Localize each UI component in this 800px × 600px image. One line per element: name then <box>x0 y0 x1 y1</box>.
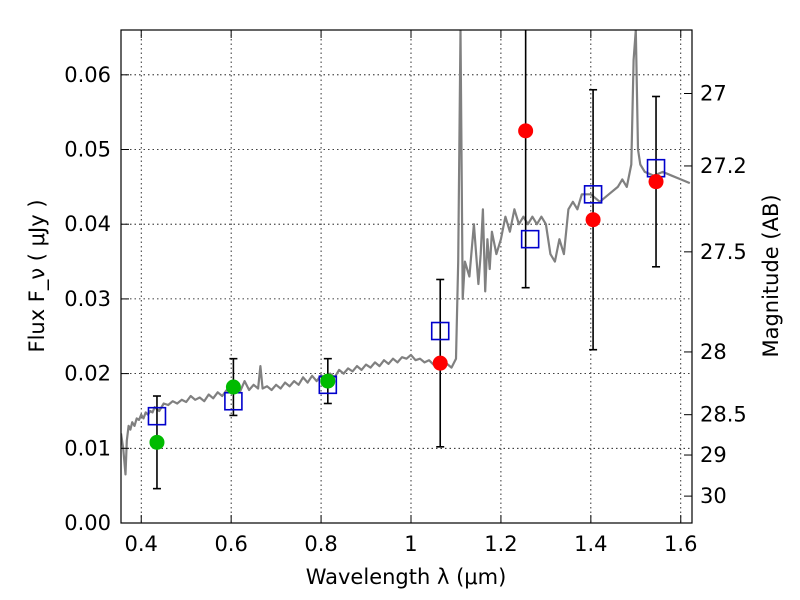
y-tick-label: 0.05 <box>64 138 111 162</box>
y-tick-label: 0.02 <box>64 362 111 386</box>
y-tick-label: 0.06 <box>64 63 111 87</box>
y-axis-label-right: Magnitude (AB) <box>759 194 783 357</box>
right-tick-label: 27 <box>700 81 727 105</box>
right-tick-label: 28 <box>700 340 727 364</box>
x-tick-label: 1.2 <box>484 532 517 556</box>
point-layer <box>147 123 666 450</box>
x-tick-label: 1.4 <box>574 532 607 556</box>
right-tick-label: 27.2 <box>700 154 747 178</box>
green-photometry-point <box>320 373 336 389</box>
y-tick-label: 0.03 <box>64 287 111 311</box>
model-photometry-square <box>147 406 167 426</box>
grid <box>121 30 692 524</box>
right-tick-label: 28.5 <box>700 403 747 427</box>
model-photometry-square <box>430 321 450 341</box>
x-tick-label: 0.6 <box>214 532 247 556</box>
right-tick-label: 30 <box>700 484 727 508</box>
spectrum-line <box>121 30 691 476</box>
x-tick-label: 0.8 <box>304 532 337 556</box>
plot-frame <box>120 29 693 524</box>
x-tick-label: 1.6 <box>664 532 697 556</box>
green-photometry-point <box>225 379 241 395</box>
spectrum-layer <box>121 30 691 476</box>
right-tick-label: 29 <box>700 443 727 467</box>
right-tick-label: 27.5 <box>700 240 747 264</box>
y-axis-label: Flux F_ν ( μJy ) <box>25 199 50 352</box>
y-tick-label: 0.01 <box>64 436 111 460</box>
x-tick-label: 1 <box>404 532 417 556</box>
red-photometry-point <box>585 212 601 228</box>
red-photometry-point <box>518 123 534 139</box>
y-axis-left: 0.00 0.01 0.02 0.03 0.04 0.05 0.06 <box>64 63 129 535</box>
red-photometry-point <box>432 355 448 371</box>
model-photometry-square <box>583 185 603 204</box>
x-tick-label: 0.4 <box>125 532 158 556</box>
x-axis: 0.4 0.6 0.8 1 1.2 1.4 1.6 <box>125 30 697 556</box>
y-tick-label: 0.04 <box>64 212 111 236</box>
red-photometry-point <box>648 174 664 190</box>
y-tick-label: 0.00 <box>64 511 111 535</box>
green-photometry-point <box>149 434 165 450</box>
y-axis-right: 27 27.2 27.5 28 28.5 29 30 <box>684 81 747 508</box>
model-photometry-square <box>520 229 540 249</box>
x-axis-label: Wavelength λ (μm) <box>306 565 507 589</box>
